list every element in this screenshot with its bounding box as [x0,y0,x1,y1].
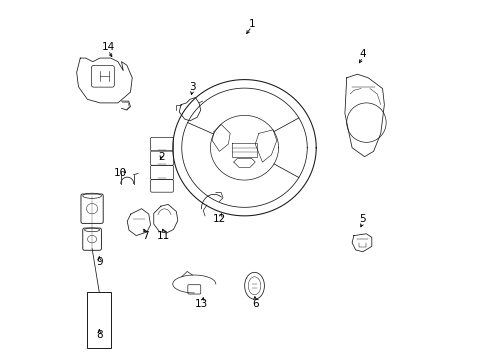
Bar [87,292,111,348]
Text: 9: 9 [96,257,102,267]
Text: 8: 8 [96,330,102,340]
Text: 4: 4 [359,49,366,59]
Text: 7: 7 [142,231,149,240]
Text: 1: 1 [248,19,254,29]
Text: 10: 10 [114,168,127,178]
Text: 14: 14 [102,42,115,52]
Text: 2: 2 [159,152,165,162]
Text: 6: 6 [251,299,258,309]
Text: 13: 13 [194,299,208,309]
Text: 11: 11 [157,231,170,240]
Text: 5: 5 [359,215,366,224]
Text: 3: 3 [189,82,195,92]
Text: 12: 12 [212,215,225,224]
